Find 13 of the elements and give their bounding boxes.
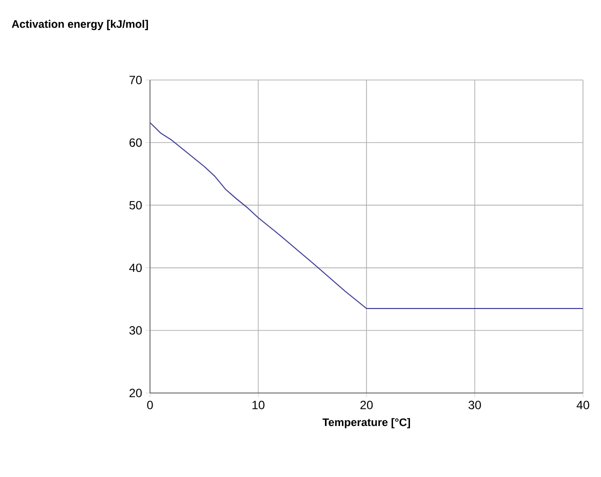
chart-title: Activation energy [kJ/mol] [12, 20, 148, 30]
y-tick-label: 20 [130, 388, 142, 398]
x-tick-label: 20 [360, 400, 373, 410]
y-tick-label: 40 [129, 264, 142, 272]
y-tick-label: 50 [129, 200, 142, 210]
y-tick-label: 70 [130, 76, 142, 84]
x-axis-title: Temperature [°C] [322, 418, 410, 428]
x-tick-label: 30 [468, 400, 481, 410]
y-tick-label: 30 [129, 326, 142, 335]
x-tick-label: 0 [147, 400, 153, 410]
x-tick-label: 10 [252, 400, 264, 410]
y-tick-label: 60 [130, 138, 142, 147]
x-tick-label: 40 [576, 400, 590, 410]
